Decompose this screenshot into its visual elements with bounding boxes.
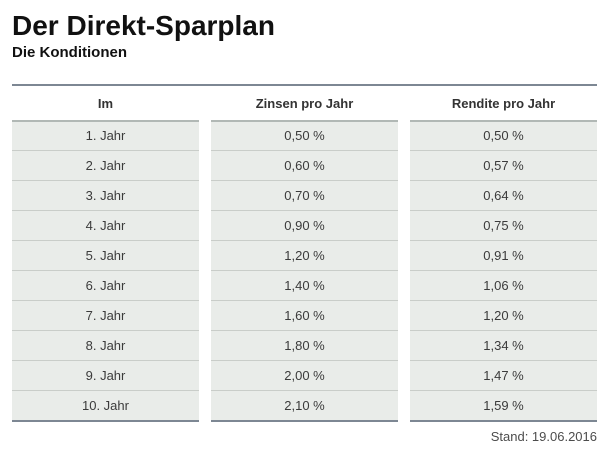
rendite-cell: 1,06 % bbox=[410, 270, 597, 301]
rendite-cell: 1,20 % bbox=[410, 300, 597, 331]
rendite-cell: 0,57 % bbox=[410, 150, 597, 181]
zinsen-cell: 1,40 % bbox=[211, 270, 398, 301]
rendite-cell: 1,47 % bbox=[410, 360, 597, 391]
year-cell: 5. Jahr bbox=[12, 240, 199, 271]
rendite-cell: 1,34 % bbox=[410, 330, 597, 361]
page-subtitle: Die Konditionen bbox=[12, 43, 127, 61]
header-cell-rendite: Rendite pro Jahr bbox=[410, 86, 597, 121]
stand-date-note: Stand: 19.06.2016 bbox=[490, 429, 597, 445]
zinsen-cell: 2,10 % bbox=[211, 390, 398, 423]
year-cell: 7. Jahr bbox=[12, 300, 199, 331]
rendite-cell: 0,64 % bbox=[410, 180, 597, 211]
zinsen-cell: 0,50 % bbox=[211, 120, 398, 151]
zinsen-cell: 1,20 % bbox=[211, 240, 398, 271]
year-cell: 1. Jahr bbox=[12, 120, 199, 151]
conditions-table: Im Zinsen pro Jahr Rendite pro Jahr 1. J… bbox=[12, 84, 597, 423]
zinsen-cell: 0,60 % bbox=[211, 150, 398, 181]
year-cell: 2. Jahr bbox=[12, 150, 199, 181]
year-cell: 9. Jahr bbox=[12, 360, 199, 391]
rendite-cell: 0,50 % bbox=[410, 120, 597, 151]
zinsen-cell: 0,90 % bbox=[211, 210, 398, 241]
page-title: Der Direkt-Sparplan bbox=[12, 10, 275, 41]
year-cell: 3. Jahr bbox=[12, 180, 199, 211]
page: Der Direkt-Sparplan Die Konditionen Im Z… bbox=[12, 10, 597, 445]
header-cell-zinsen: Zinsen pro Jahr bbox=[211, 86, 398, 121]
header-cell-im: Im bbox=[12, 86, 199, 121]
zinsen-cell: 0,70 % bbox=[211, 180, 398, 211]
year-cell: 8. Jahr bbox=[12, 330, 199, 361]
rendite-cell: 0,75 % bbox=[410, 210, 597, 241]
rendite-cell: 0,91 % bbox=[410, 240, 597, 271]
year-cell: 6. Jahr bbox=[12, 270, 199, 301]
year-cell: 4. Jahr bbox=[12, 210, 199, 241]
zinsen-cell: 1,60 % bbox=[211, 300, 398, 331]
zinsen-cell: 1,80 % bbox=[211, 330, 398, 361]
rendite-cell: 1,59 % bbox=[410, 390, 597, 423]
zinsen-cell: 2,00 % bbox=[211, 360, 398, 391]
year-cell: 10. Jahr bbox=[12, 390, 199, 423]
